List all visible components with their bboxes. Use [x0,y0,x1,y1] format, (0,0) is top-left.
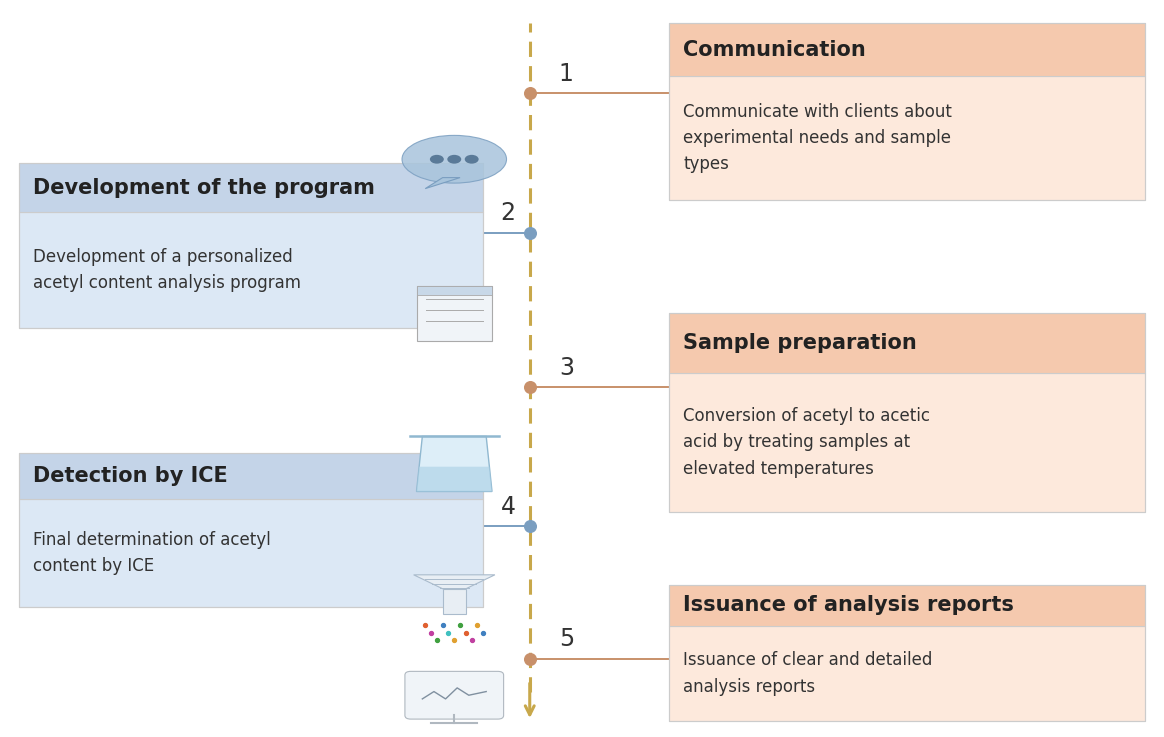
Polygon shape [417,467,492,492]
Circle shape [464,155,478,164]
Circle shape [430,155,443,164]
Polygon shape [417,436,492,492]
Point [468,620,487,632]
Point [445,635,463,646]
Point [520,227,539,239]
Polygon shape [413,575,495,589]
FancyBboxPatch shape [19,163,483,212]
Text: Development of the program: Development of the program [33,178,375,198]
FancyBboxPatch shape [19,212,483,328]
Point [456,627,475,639]
Text: Communicate with clients about
experimental needs and sample
types: Communicate with clients about experimen… [683,102,952,173]
Text: Development of a personalized
acetyl content analysis program: Development of a personalized acetyl con… [33,248,300,293]
Text: Detection by ICE: Detection by ICE [33,466,227,486]
Point [520,653,539,665]
Point [416,620,434,632]
FancyBboxPatch shape [669,77,1145,200]
Text: Final determination of acetyl
content by ICE: Final determination of acetyl content by… [33,531,270,576]
FancyBboxPatch shape [669,24,1145,77]
Point [520,87,539,99]
Circle shape [447,155,461,164]
Text: Communication: Communication [683,40,866,60]
Text: Conversion of acetyl to acetic
acid by treating samples at
elevated temperatures: Conversion of acetyl to acetic acid by t… [683,407,930,478]
Point [421,627,440,639]
Point [462,635,481,646]
Text: Issuance of analysis reports: Issuance of analysis reports [683,595,1014,615]
Ellipse shape [402,136,506,183]
FancyBboxPatch shape [417,286,492,295]
Text: 4: 4 [501,495,516,519]
Point [474,627,492,639]
Point [433,620,452,632]
FancyBboxPatch shape [19,453,483,499]
Point [520,520,539,532]
Text: 5: 5 [559,627,574,652]
FancyBboxPatch shape [442,589,466,615]
Text: Issuance of clear and detailed
analysis reports: Issuance of clear and detailed analysis … [683,652,932,696]
Point [450,620,469,632]
Text: 2: 2 [501,201,516,226]
Polygon shape [425,178,460,189]
FancyBboxPatch shape [669,373,1145,511]
Text: 3: 3 [559,355,574,380]
FancyBboxPatch shape [669,626,1145,721]
FancyBboxPatch shape [669,585,1145,626]
Point [439,627,457,639]
Text: 1: 1 [559,62,574,85]
FancyBboxPatch shape [19,499,483,607]
Point [520,381,539,393]
FancyBboxPatch shape [417,286,492,341]
FancyBboxPatch shape [405,671,504,719]
Point [427,635,446,646]
FancyBboxPatch shape [669,313,1145,373]
Text: Sample preparation: Sample preparation [683,333,917,353]
